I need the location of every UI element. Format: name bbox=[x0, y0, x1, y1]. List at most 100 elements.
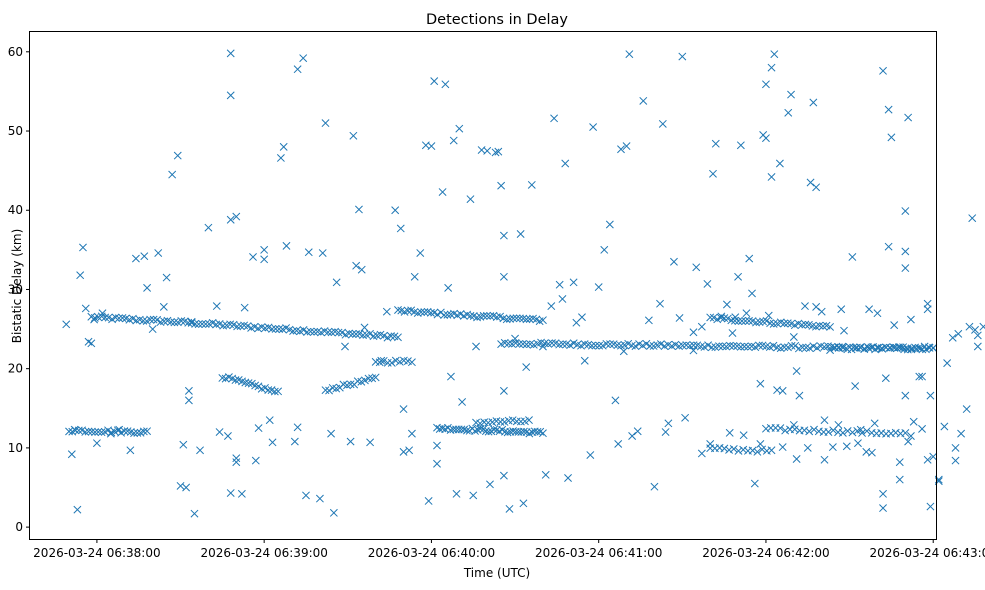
data-point bbox=[131, 254, 140, 263]
data-point bbox=[973, 342, 982, 351]
data-point bbox=[170, 318, 179, 327]
data-point bbox=[736, 342, 745, 351]
data-point bbox=[717, 312, 726, 321]
data-point bbox=[740, 342, 749, 351]
data-point bbox=[709, 169, 717, 178]
data-point bbox=[797, 320, 806, 329]
data-point bbox=[873, 309, 882, 318]
x-axis-ticks: 2026-03-24 06:38:00 2026-03-24 06:39:00 20… bbox=[33, 539, 985, 560]
data-point bbox=[703, 279, 712, 288]
data-point bbox=[497, 181, 506, 190]
data-point bbox=[118, 314, 127, 322]
data-point bbox=[837, 305, 846, 314]
data-point bbox=[689, 328, 698, 337]
data-point bbox=[204, 223, 213, 232]
data-point bbox=[548, 339, 556, 348]
data-point bbox=[302, 491, 310, 500]
data-point bbox=[787, 341, 796, 350]
data-point bbox=[722, 300, 731, 309]
data-point bbox=[466, 195, 475, 204]
data-point bbox=[558, 295, 567, 303]
data-point bbox=[196, 446, 205, 455]
data-point bbox=[446, 372, 455, 381]
data-point bbox=[689, 346, 698, 355]
data-point bbox=[742, 309, 751, 318]
data-point bbox=[325, 386, 334, 395]
data-point bbox=[324, 328, 333, 337]
data-point bbox=[901, 207, 910, 215]
data-point bbox=[184, 396, 193, 405]
data-point bbox=[449, 136, 458, 145]
data-point bbox=[569, 278, 578, 287]
data-point bbox=[739, 445, 748, 454]
data-point bbox=[748, 446, 757, 455]
data-point bbox=[792, 367, 801, 376]
data-point bbox=[490, 425, 498, 434]
data-point bbox=[249, 253, 257, 261]
data-point bbox=[642, 339, 651, 348]
data-point bbox=[767, 173, 776, 181]
data-point bbox=[780, 319, 789, 328]
y-tick-label: 40 bbox=[8, 203, 23, 217]
data-point bbox=[820, 455, 829, 464]
data-point bbox=[867, 448, 876, 457]
data-point bbox=[646, 342, 654, 350]
data-point bbox=[506, 314, 514, 323]
y-tick-label: 0 bbox=[15, 520, 23, 534]
data-point bbox=[504, 339, 513, 348]
data-point bbox=[940, 422, 949, 431]
data-point bbox=[133, 428, 142, 437]
data-point bbox=[591, 341, 600, 350]
data-point bbox=[753, 447, 762, 456]
data-point bbox=[168, 170, 177, 179]
data-point bbox=[904, 437, 913, 446]
data-point bbox=[923, 455, 932, 464]
data-point bbox=[179, 440, 188, 449]
data-point bbox=[471, 427, 479, 435]
data-point bbox=[595, 341, 604, 350]
data-point bbox=[750, 479, 759, 488]
data-point bbox=[410, 272, 419, 281]
data-point bbox=[589, 123, 598, 132]
data-point bbox=[856, 425, 865, 434]
data-point bbox=[547, 302, 556, 311]
data-point bbox=[926, 391, 935, 400]
data-point bbox=[515, 340, 524, 348]
data-point bbox=[187, 317, 196, 326]
x-tick-label: 2026-03-24 06:39:00 bbox=[200, 546, 327, 560]
data-point bbox=[81, 428, 90, 436]
data-point bbox=[268, 438, 277, 447]
data-point bbox=[512, 314, 521, 323]
data-point bbox=[469, 491, 478, 500]
data-point bbox=[957, 429, 966, 438]
data-point bbox=[681, 413, 690, 422]
data-point bbox=[661, 428, 670, 437]
data-point bbox=[499, 272, 508, 281]
data-point bbox=[87, 427, 96, 436]
data-point bbox=[318, 249, 327, 257]
data-point bbox=[387, 332, 395, 341]
data-point bbox=[843, 427, 852, 435]
data-point bbox=[819, 322, 827, 330]
data-point bbox=[851, 382, 860, 391]
data-point bbox=[254, 424, 263, 433]
data-point bbox=[143, 283, 152, 292]
data-point bbox=[332, 278, 341, 287]
data-point bbox=[741, 317, 750, 325]
data-point bbox=[644, 316, 653, 325]
data-point bbox=[918, 372, 927, 381]
data-point bbox=[792, 455, 801, 463]
data-point bbox=[73, 505, 82, 514]
data-point bbox=[805, 427, 814, 436]
data-point bbox=[744, 342, 752, 351]
data-point bbox=[879, 66, 887, 75]
data-point bbox=[979, 322, 985, 331]
data-point bbox=[519, 314, 528, 323]
data-point bbox=[290, 437, 299, 446]
data-point bbox=[173, 151, 182, 160]
data-point bbox=[153, 315, 162, 324]
data-point bbox=[366, 438, 375, 447]
data-point bbox=[327, 429, 336, 438]
data-point bbox=[304, 248, 313, 257]
data-point bbox=[906, 432, 915, 440]
